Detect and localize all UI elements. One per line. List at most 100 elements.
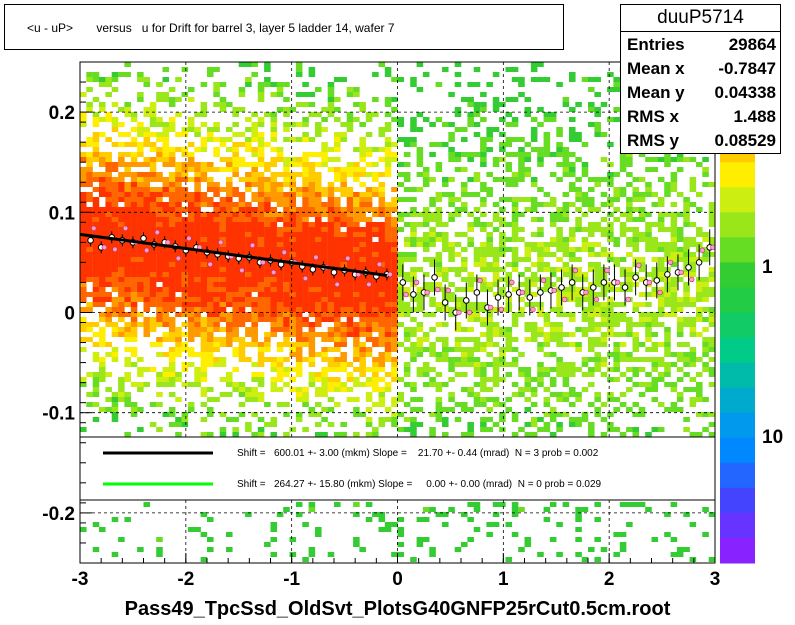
heatmap-cell <box>118 247 125 252</box>
heatmap-cell <box>461 207 468 212</box>
heatmap-cell <box>575 297 582 302</box>
heatmap-cell <box>372 377 379 382</box>
heatmap-cell <box>302 302 309 307</box>
heatmap-cell <box>353 332 360 337</box>
heatmap-cell <box>594 517 601 522</box>
heatmap-cell <box>308 162 316 167</box>
heatmap-cell <box>670 302 678 307</box>
heatmap-cell <box>340 307 347 312</box>
heatmap-cell <box>410 237 417 242</box>
heatmap-cell <box>137 152 144 157</box>
heatmap-cell <box>575 227 582 232</box>
heatmap-cell <box>638 292 646 297</box>
heatmap-cell <box>588 372 595 377</box>
heatmap-cell <box>175 302 182 307</box>
heatmap-cell <box>473 402 481 407</box>
heatmap-cell <box>156 157 163 162</box>
heatmap-cell <box>702 307 709 312</box>
heatmap-cell <box>562 172 570 177</box>
profile-point <box>87 237 94 244</box>
heatmap-cell <box>302 117 309 122</box>
heatmap-cell <box>588 292 595 297</box>
heatmap-cell <box>581 287 589 292</box>
heatmap-cell <box>156 147 163 152</box>
heatmap-cell <box>384 322 392 327</box>
heatmap-cell <box>626 277 633 282</box>
heatmap-cell <box>181 237 189 242</box>
heatmap-cell <box>257 377 265 382</box>
heatmap-cell <box>416 302 424 307</box>
heatmap-cell <box>207 302 214 307</box>
heatmap-cell <box>708 202 716 207</box>
heatmap-cell <box>226 202 233 207</box>
heatmap-cell <box>689 267 697 272</box>
heatmap-cell <box>518 167 525 172</box>
heatmap-cell <box>245 342 252 347</box>
heatmap-cell <box>353 237 360 242</box>
heatmap-cell <box>99 217 106 222</box>
heatmap-cell <box>359 277 366 282</box>
heatmap-cell <box>105 342 112 347</box>
heatmap-cell <box>302 92 309 97</box>
heatmap-cell <box>346 87 354 92</box>
heatmap-cell <box>613 107 620 112</box>
heatmap-cell <box>467 282 474 287</box>
heatmap-cell <box>181 322 189 327</box>
heatmap-cell <box>175 172 182 177</box>
heatmap-cell <box>562 502 570 507</box>
heatmap-cell <box>511 122 519 127</box>
heatmap-cell <box>537 347 544 352</box>
heatmap-cell <box>327 362 335 367</box>
heatmap-cell <box>473 372 481 377</box>
heatmap-cell <box>467 502 474 507</box>
heatmap-cell <box>257 82 265 87</box>
heatmap-cell <box>130 117 138 122</box>
heatmap-cell <box>365 227 373 232</box>
heatmap-cell <box>289 157 297 162</box>
heatmap-cell <box>543 192 551 197</box>
heatmap-cell <box>238 402 246 407</box>
profile-point <box>140 235 147 242</box>
heatmap-cell <box>213 342 220 347</box>
heatmap-cell <box>315 377 322 382</box>
heatmap-cell <box>187 327 195 332</box>
heatmap-cell <box>162 77 170 82</box>
heatmap-cell <box>499 157 506 162</box>
heatmap-cell <box>346 232 354 237</box>
heatmap-cell <box>86 247 93 252</box>
heatmap-cell <box>315 232 322 237</box>
profile-point-alt <box>636 262 642 269</box>
heatmap-cell <box>461 362 468 367</box>
heatmap-cell <box>327 332 335 337</box>
heatmap-cell <box>181 272 189 277</box>
heatmap-cell <box>92 157 100 162</box>
heatmap-cell <box>99 332 106 337</box>
heatmap-cell <box>105 227 112 232</box>
heatmap-cell <box>378 392 386 397</box>
heatmap-cell <box>334 117 341 122</box>
heatmap-cell <box>473 67 481 72</box>
heatmap-cell <box>429 507 436 512</box>
heatmap-cell <box>149 252 157 257</box>
heatmap-cell <box>518 212 525 217</box>
heatmap-cell <box>607 327 614 332</box>
heatmap-cell <box>473 357 481 362</box>
profile-point-alt <box>477 277 483 284</box>
heatmap-cell <box>524 377 532 382</box>
heatmap-cell <box>264 67 271 72</box>
heatmap-cell <box>168 257 176 262</box>
heatmap-cell <box>118 287 125 292</box>
heatmap-cell <box>499 177 506 182</box>
heatmap-cell <box>86 177 93 182</box>
heatmap-cell <box>696 297 703 302</box>
heatmap-cell <box>238 162 246 167</box>
heatmap-cell <box>270 332 278 337</box>
heatmap-cell <box>607 227 614 232</box>
heatmap-cell <box>137 547 144 552</box>
heatmap-cell <box>683 282 690 287</box>
heatmap-cell <box>619 342 627 347</box>
heatmap-cell <box>118 277 125 282</box>
heatmap-cell <box>689 202 697 207</box>
heatmap-cell <box>251 312 258 317</box>
heatmap-cell <box>321 202 328 207</box>
